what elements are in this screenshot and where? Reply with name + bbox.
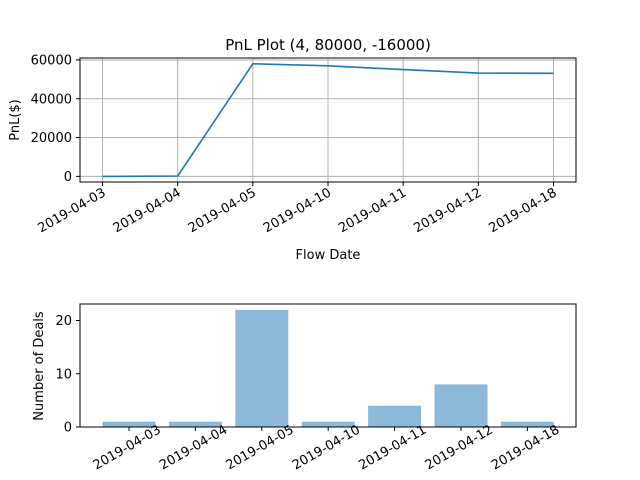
pnl-x-axis: 2019-04-03 2019-04-04 2019-04-05 2019-04-10… bbox=[36, 182, 560, 236]
pnl-x-tick-label: 2019-04-18 bbox=[487, 185, 560, 236]
deals-bar bbox=[500, 421, 554, 427]
pnl-y-tick-label: 40000 bbox=[31, 92, 72, 107]
pnl-x-tick-label: 2019-04-05 bbox=[186, 185, 259, 236]
pnl-x-axis-label: Flow Date bbox=[296, 248, 361, 263]
deals-x-tick-label: 2019-04-10 bbox=[290, 423, 363, 474]
pnl-x-tick-label: 2019-04-10 bbox=[261, 185, 334, 236]
deals-x-tick-label: 2019-04-12 bbox=[423, 423, 496, 474]
deals-y-tick-label: 20 bbox=[55, 314, 72, 329]
deals-x-axis: 2019-04-032019-04-042019-04-052019-04-10… bbox=[91, 423, 562, 474]
deals-y-axis: 0 10 20 bbox=[55, 314, 80, 436]
pnl-line-chart: 2019-04-03 2019-04-04 2019-04-05 2019-04-10… bbox=[8, 36, 577, 263]
pnl-line bbox=[102, 62, 554, 178]
deals-x-tick-label: 2019-04-03 bbox=[91, 423, 164, 474]
pnl-y-tick-label: 60000 bbox=[31, 53, 72, 68]
deals-bar bbox=[168, 421, 222, 427]
pnl-series bbox=[102, 62, 554, 178]
deals-x-tick-label: 2019-04-05 bbox=[224, 423, 297, 474]
pnl-x-tick-label: 2019-04-04 bbox=[111, 185, 184, 236]
deals-x-tick-label: 2019-04-04 bbox=[157, 423, 230, 474]
pnl-y-axis: 0 20000 40000 60000 bbox=[31, 53, 80, 185]
pnl-x-tick-label: 2019-04-03 bbox=[36, 185, 109, 236]
pnl-grid bbox=[80, 58, 576, 182]
deals-bar bbox=[102, 421, 156, 427]
deals-y-axis-label: Number of Deals bbox=[32, 311, 47, 421]
deals-x-tick-label: 2019-04-11 bbox=[356, 423, 429, 474]
deals-bar bbox=[235, 309, 289, 427]
deals-series bbox=[102, 309, 554, 427]
deals-bar bbox=[434, 384, 488, 427]
deals-bar-chart: 2019-04-032019-04-042019-04-052019-04-10… bbox=[32, 303, 577, 474]
deals-bar bbox=[368, 405, 422, 427]
pnl-chart-title: PnL Plot (4, 80000, -16000) bbox=[225, 36, 431, 54]
pnl-x-tick-label: 2019-04-12 bbox=[411, 185, 484, 236]
pnl-x-tick-label: 2019-04-11 bbox=[336, 185, 409, 236]
pnl-y-tick-label: 0 bbox=[64, 170, 72, 185]
pnl-y-tick-label: 20000 bbox=[31, 131, 72, 146]
deals-bar bbox=[301, 421, 355, 427]
deals-axes-frame bbox=[79, 303, 577, 428]
pnl-y-axis-label: PnL($) bbox=[8, 99, 23, 141]
deals-y-tick-label: 0 bbox=[64, 421, 72, 436]
deals-y-tick-label: 10 bbox=[55, 367, 72, 382]
deals-x-tick-label: 2019-04-18 bbox=[489, 423, 562, 474]
